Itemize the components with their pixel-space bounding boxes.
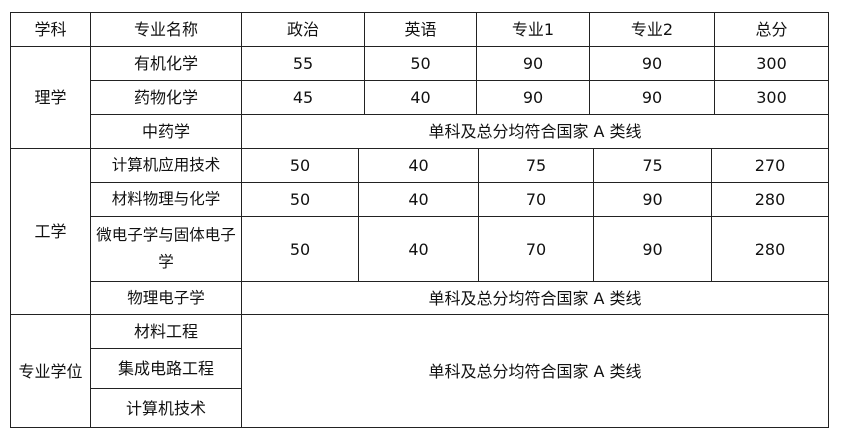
major-name: 有机化学 [90,46,242,81]
score-cell: 40 [358,182,479,217]
header-subject: 学科 [10,12,91,47]
score-cell: 90 [593,182,712,217]
score-cell: 75 [478,148,594,183]
score-cell: 300 [714,46,829,81]
header-total: 总分 [714,12,829,47]
header-english: 英语 [364,12,477,47]
major-name: 材料物理与化学 [90,182,242,217]
header-major: 专业名称 [90,12,242,47]
group-label-engineering: 工学 [10,148,91,315]
score-cell: 40 [358,216,479,282]
major-name: 材料工程 [90,314,242,349]
score-cell: 90 [476,46,590,81]
score-cell: 90 [589,80,715,115]
major-name: 计算机技术 [90,388,242,428]
major-name: 物理电子学 [90,281,242,315]
score-cell: 90 [476,80,590,115]
group-label-science: 理学 [10,46,91,149]
major-name: 中药学 [90,114,242,149]
score-cell: 55 [241,46,365,81]
score-cell: 270 [711,148,829,183]
score-cell: 300 [714,80,829,115]
major-name: 集成电路工程 [90,348,242,389]
score-cell: 50 [241,216,359,282]
score-cell: 70 [478,216,594,282]
score-cell: 90 [589,46,715,81]
group-label-professional: 专业学位 [10,314,91,428]
requirement-note: 单科及总分均符合国家 A 类线 [241,281,829,315]
score-cell: 50 [241,182,359,217]
header-major2: 专业2 [589,12,715,47]
score-cell: 75 [593,148,712,183]
requirement-note: 单科及总分均符合国家 A 类线 [241,314,829,428]
score-cell: 280 [711,182,829,217]
header-major1: 专业1 [476,12,590,47]
major-name: 微电子学与固体电子学 [90,216,242,282]
requirement-note: 单科及总分均符合国家 A 类线 [241,114,829,149]
score-cell: 50 [364,46,477,81]
score-cell: 280 [711,216,829,282]
score-cell: 40 [358,148,479,183]
score-cell: 90 [593,216,712,282]
score-cell: 40 [364,80,477,115]
score-cell: 50 [241,148,359,183]
score-cell: 70 [478,182,594,217]
major-name: 药物化学 [90,80,242,115]
major-name: 计算机应用技术 [90,148,242,183]
header-politics: 政治 [241,12,365,47]
score-cell: 45 [241,80,365,115]
